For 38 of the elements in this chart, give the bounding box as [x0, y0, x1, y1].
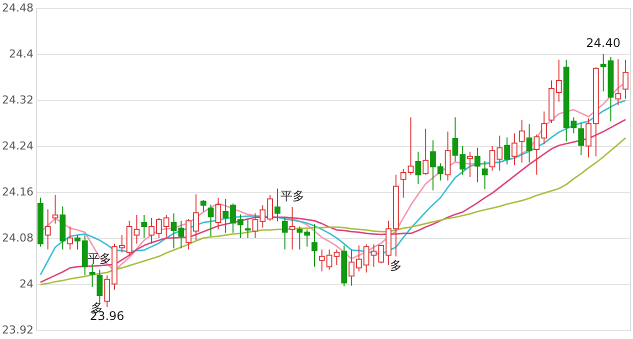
candlestick — [422, 128, 429, 176]
candlestick — [415, 151, 422, 184]
candlestick — [570, 116, 577, 134]
y-tick-label: 24.16 — [2, 186, 34, 198]
candlestick — [526, 124, 532, 164]
candlestick — [504, 136, 510, 165]
candlestick — [52, 194, 58, 224]
candlestick — [615, 58, 622, 106]
candlestick — [282, 217, 288, 250]
candlestick — [67, 226, 74, 250]
y-tick-label: 24 — [20, 278, 34, 290]
candlestick — [89, 263, 96, 288]
candlestick — [578, 122, 584, 156]
candlestick — [512, 132, 518, 166]
candlestick — [274, 188, 280, 222]
candlestick — [244, 219, 251, 238]
candlestick — [482, 160, 488, 190]
candlestick — [467, 151, 473, 178]
candlestick — [474, 147, 480, 183]
annotation: 多 — [390, 258, 402, 272]
candlestick — [622, 59, 628, 100]
y-tick-label: 24.08 — [2, 232, 34, 244]
annotation: 平多 — [280, 188, 304, 203]
y-tick-label: 24.24 — [2, 140, 34, 152]
candlestick — [334, 249, 340, 266]
candlestick — [200, 200, 206, 212]
candlestick — [208, 204, 214, 237]
y-tick-label: 23.92 — [2, 324, 34, 336]
candlestick — [215, 197, 222, 230]
candlestick — [141, 214, 148, 238]
candlestick — [289, 206, 296, 250]
candlestick — [518, 120, 525, 164]
y-tick-label: 24.32 — [2, 94, 34, 106]
annotation: 24.40 — [586, 36, 621, 50]
y-tick-label: 24.4 — [9, 48, 34, 60]
candlestick — [44, 208, 51, 250]
y-tick-label: 24.48 — [2, 2, 34, 14]
candlestick — [312, 224, 318, 268]
